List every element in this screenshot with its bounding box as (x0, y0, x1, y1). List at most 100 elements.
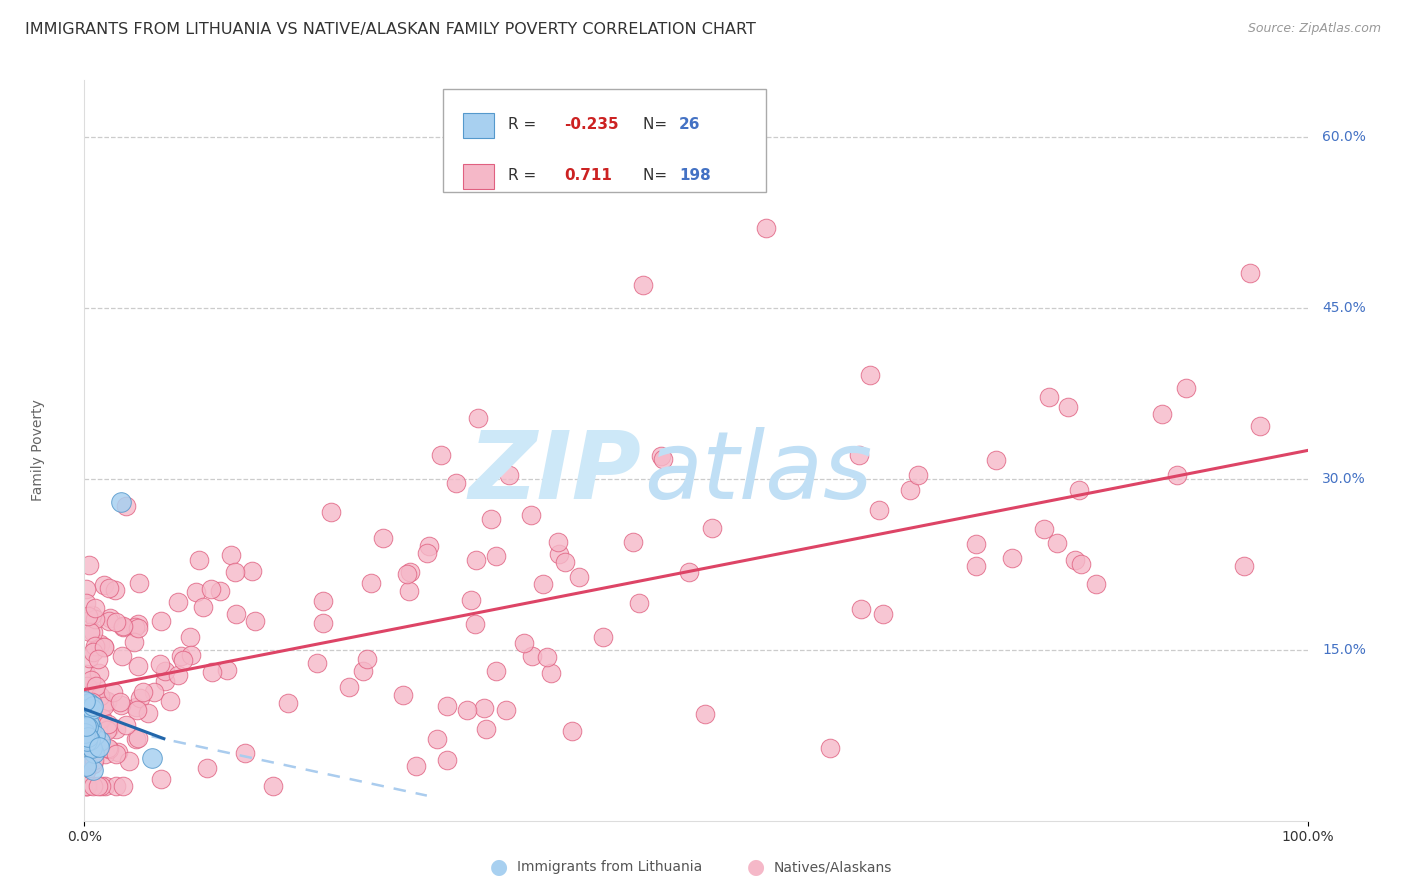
Point (73, 706, 96, 720)
Point (352, 664, 374, 678)
Point (179, 630, 201, 644)
Point (93, 578, 115, 592)
Point (75, 759, 97, 773)
Point (554, 555, 576, 569)
Point (418, 539, 440, 553)
Point (127, 703, 149, 717)
Point (700, 521, 723, 535)
Point (84, 612, 107, 626)
Point (97, 721, 120, 735)
Point (127, 621, 149, 635)
Point (520, 508, 543, 522)
Point (77, 731, 100, 745)
Point (159, 694, 181, 708)
Point (115, 718, 138, 732)
Point (128, 576, 150, 591)
Point (89, 637, 111, 651)
Text: ●: ● (748, 857, 765, 877)
Point (75, 723, 97, 738)
Point (93, 640, 115, 654)
Point (561, 724, 583, 739)
Point (75, 780, 97, 794)
Point (87, 780, 110, 794)
Point (84, 600, 107, 615)
Point (75, 732, 97, 747)
Point (80, 741, 103, 756)
Point (1046, 535, 1069, 549)
Point (76, 723, 98, 738)
Point (1032, 522, 1054, 536)
Point (495, 703, 517, 717)
Point (436, 753, 458, 767)
Point (93, 699, 115, 714)
Point (371, 531, 394, 545)
Point (87, 652, 110, 666)
Point (1057, 400, 1080, 414)
Point (337, 680, 360, 694)
Point (851, 601, 873, 615)
Point (467, 410, 489, 425)
Point (143, 684, 166, 698)
Point (200, 582, 222, 597)
Point (321, 505, 343, 519)
Point (82, 645, 104, 659)
Point (97, 742, 120, 756)
Point (80, 710, 103, 724)
Point (104, 747, 127, 761)
Point (76, 720, 98, 734)
Text: 15.0%: 15.0% (1322, 643, 1367, 657)
Point (652, 452, 675, 467)
Point (87, 713, 110, 727)
Text: N=: N= (643, 118, 672, 132)
Point (104, 582, 127, 597)
Text: IMMIGRANTS FROM LITHUANIA VS NATIVE/ALASKAN FAMILY POVERTY CORRELATION CHART: IMMIGRANTS FROM LITHUANIA VS NATIVE/ALAS… (25, 22, 756, 37)
Point (87, 666, 110, 681)
Point (112, 619, 135, 633)
Point (436, 698, 458, 713)
Text: 198: 198 (679, 169, 711, 183)
Point (485, 549, 508, 564)
Point (167, 667, 190, 681)
Point (110, 695, 132, 709)
Point (83, 754, 105, 768)
Point (118, 754, 141, 768)
Point (498, 468, 520, 483)
Point (75, 596, 97, 610)
Point (127, 617, 149, 632)
Point (965, 537, 987, 551)
Point (858, 368, 880, 383)
Point (84, 685, 107, 699)
Point (90, 711, 112, 725)
Point (122, 634, 145, 648)
Point (80, 739, 103, 753)
Point (115, 499, 138, 513)
Text: -0.235: -0.235 (564, 118, 619, 132)
Point (356, 652, 378, 666)
Point (93, 640, 115, 655)
Point (96, 694, 118, 708)
Point (398, 583, 420, 598)
Point (399, 565, 422, 579)
Point (107, 745, 129, 759)
Point (650, 449, 672, 463)
Point (79, 558, 101, 572)
Point (110, 698, 132, 713)
Point (1232, 558, 1254, 573)
Text: R =: R = (508, 118, 541, 132)
Point (531, 576, 554, 591)
Point (240, 564, 263, 578)
Point (540, 665, 562, 680)
Point (80, 702, 103, 716)
Point (245, 615, 267, 629)
Point (1038, 391, 1060, 405)
Point (75, 764, 97, 778)
Point (568, 570, 591, 584)
Point (76, 702, 98, 716)
Point (127, 731, 149, 745)
Point (111, 620, 134, 634)
Point (76, 680, 98, 694)
Point (225, 607, 247, 622)
Point (633, 278, 655, 293)
Point (75, 718, 97, 732)
Text: Source: ZipAtlas.com: Source: ZipAtlas.com (1247, 22, 1381, 36)
